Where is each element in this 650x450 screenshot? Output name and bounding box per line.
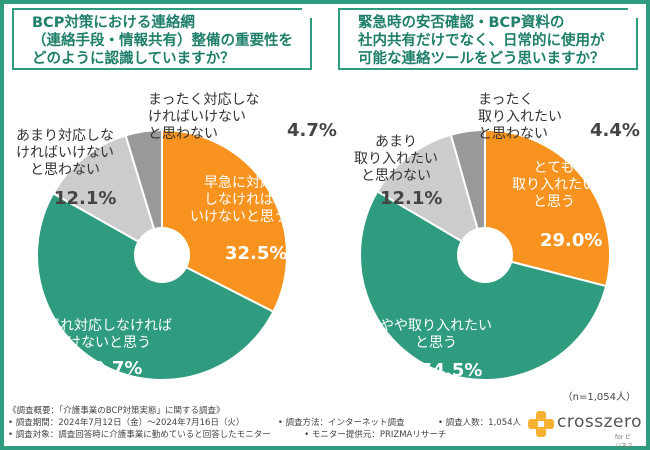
right-label-2-line-2: と思う — [415, 335, 457, 351]
right-label-4: まったく 取り入れたい と思わない — [478, 92, 562, 143]
chart-1-slice-1 — [161, 128, 288, 314]
left-pct-1: 32.5% — [225, 243, 288, 264]
chart-2-slice-1 — [484, 128, 611, 288]
right-label-4-line-2: 取り入れたい — [478, 109, 562, 125]
left-label-1-line-1: 早急に対応 — [204, 175, 274, 191]
footer-line-3: • 調査対象：調査回答時に介護事業に勤めていると回答したモニター • モニター提… — [8, 429, 521, 441]
left-label-4: まったく対応しな ければいけない と思わない — [148, 92, 259, 143]
logo-subtext: for ビジネス — [615, 434, 634, 450]
right-pct-4: 4.4% — [590, 120, 640, 141]
left-label-3: あまり対応しな ければいけない と思わない — [16, 128, 114, 179]
footer-period: • 調査期間：2024年7月12日（金）〜2024年7月16日（火） — [8, 418, 245, 428]
right-label-4-line-1: まったく — [478, 92, 534, 108]
chart-1-center-hole — [134, 227, 190, 283]
footer-target: • 調査対象：調査回答時に介護事業に勤めていると回答したモニター — [8, 430, 271, 440]
question-right-text: 緊急時の安否確認・BCP資料の 社内共有だけでなく、日常的に使用が 可能な連絡ツ… — [358, 14, 605, 68]
question-left-line-3: どのように認識していますか？ — [32, 51, 235, 67]
crosszero-logo-icon — [528, 411, 554, 437]
right-label-3: あまり 取り入れたい と思わない — [354, 134, 438, 185]
footer-line-2: • 調査期間：2024年7月12日（金）〜2024年7月16日（火） • 調査方… — [8, 417, 521, 429]
question-right-line-1: 緊急時の安否確認・BCP資料の — [358, 15, 565, 31]
question-left-line-1: BCP対策における連絡網 — [32, 15, 195, 31]
left-label-2: いずれ対応しなければ いけないと思う — [32, 318, 172, 352]
right-label-1: とても 取り入れたい と思う — [512, 160, 596, 211]
right-label-1-line-3: と思う — [533, 194, 575, 210]
right-pct-2: 54.5% — [420, 360, 483, 381]
right-label-3-line-2: 取り入れたい — [354, 151, 438, 167]
chart-2-slice-3 — [376, 133, 487, 258]
right-pct-3: 12.1% — [380, 188, 443, 209]
left-label-3-line-2: ければいけない — [16, 145, 114, 161]
chart-1-slice-2 — [36, 192, 275, 381]
crosszero-logo: crosszero for ビジネス — [527, 410, 641, 450]
chart-2-center-hole — [457, 227, 513, 283]
right-label-3-line-1: あまり — [375, 134, 417, 150]
question-left-text: BCP対策における連絡網 （連絡手段・情報共有）整備の重要性を どのように認識し… — [32, 14, 293, 68]
right-label-1-line-2: 取り入れたい — [512, 177, 596, 193]
question-right-line-2: 社内共有だけでなく、日常的に使用が — [358, 33, 605, 49]
right-label-1-line-1: とても — [533, 160, 575, 176]
right-label-2: やや取り入れたい と思う — [380, 318, 492, 352]
right-label-4-line-3: と思わない — [478, 126, 548, 142]
question-right-line-3: 可能な連絡ツールをどう思いますか？ — [358, 51, 605, 67]
question-box-left: BCP対策における連絡網 （連絡手段・情報共有）整備の重要性を どのように認識し… — [12, 8, 312, 70]
left-label-3-line-1: あまり対応しな — [16, 128, 114, 144]
footer-provider: • モニター提供元：PRIZMAリサーチ — [304, 430, 447, 440]
logo-wordmark: crosszero — [557, 412, 642, 432]
left-label-2-line-1: いずれ対応しなければ — [32, 318, 172, 334]
chart-2-slice-2 — [359, 189, 608, 381]
left-label-2-line-2: いけないと思う — [53, 335, 151, 351]
left-label-3-line-3: と思わない — [30, 162, 100, 178]
footer-line-1: 《調査概要：「介護事業のBCP対策実態」に関する調査》 — [8, 406, 225, 416]
footer-people: • 調査人数：1,054人 — [437, 418, 522, 428]
left-pct-2: 50.7% — [80, 358, 143, 379]
survey-footer: 《調査概要：「介護事業のBCP対策実態」に関する調査》 • 調査期間：2024年… — [8, 405, 521, 441]
left-pct-4: 4.7% — [287, 120, 337, 141]
question-box-right: 緊急時の安否確認・BCP資料の 社内共有だけでなく、日常的に使用が 可能な連絡ツ… — [338, 8, 638, 70]
left-pct-3: 12.1% — [54, 188, 117, 209]
left-label-4-line-3: と思わない — [148, 126, 218, 142]
right-label-2-line-1: やや取り入れたい — [380, 318, 492, 334]
question-left-line-2: （連絡手段・情報共有）整備の重要性を — [32, 33, 293, 49]
chart-1-slice-4 — [124, 128, 163, 256]
left-label-4-line-1: まったく対応しな — [148, 92, 260, 108]
left-label-1-line-2: しなければ — [204, 192, 274, 208]
right-pct-1: 29.0% — [540, 230, 603, 251]
chart-2-slice-4 — [449, 128, 486, 256]
chart-1-slice-3 — [51, 134, 164, 258]
left-label-1-line-3: いけないと思う — [190, 209, 288, 225]
left-label-4-line-2: ければいけない — [148, 109, 246, 125]
left-label-1: 早急に対応 しなければ いけないと思う — [190, 175, 288, 226]
footer-method: • 調査方法：インターネット調査 — [277, 418, 405, 428]
right-label-3-line-3: と思わない — [361, 168, 431, 184]
sample-size-note: （n=1,054人） — [562, 392, 636, 403]
